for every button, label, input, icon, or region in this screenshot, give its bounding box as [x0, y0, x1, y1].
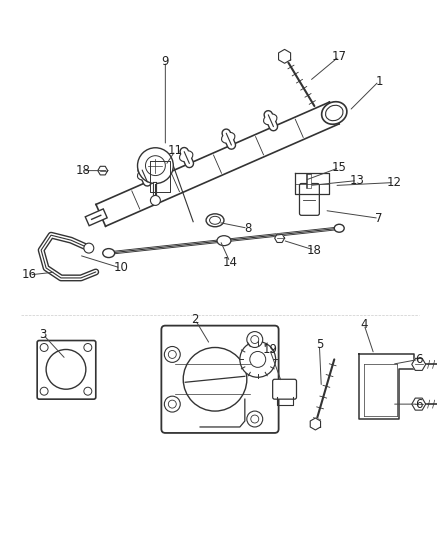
Text: 6: 6: [415, 353, 423, 366]
Ellipse shape: [321, 102, 347, 124]
Polygon shape: [412, 398, 426, 410]
Text: 19: 19: [262, 343, 277, 356]
Circle shape: [247, 411, 263, 427]
Circle shape: [145, 156, 165, 175]
Ellipse shape: [206, 214, 224, 227]
Text: 16: 16: [22, 269, 37, 281]
Text: 1: 1: [375, 75, 383, 88]
Text: 2: 2: [191, 313, 199, 326]
Text: 15: 15: [332, 161, 346, 174]
Ellipse shape: [217, 236, 231, 246]
Circle shape: [46, 350, 86, 389]
Circle shape: [40, 387, 48, 395]
Ellipse shape: [103, 248, 115, 257]
Circle shape: [251, 336, 259, 343]
FancyBboxPatch shape: [300, 183, 319, 215]
Circle shape: [251, 415, 259, 423]
Text: 13: 13: [350, 174, 364, 187]
Polygon shape: [275, 234, 285, 243]
Circle shape: [240, 342, 276, 377]
Ellipse shape: [325, 106, 343, 120]
Circle shape: [150, 196, 160, 205]
Circle shape: [250, 351, 266, 367]
Ellipse shape: [264, 114, 277, 125]
Text: 6: 6: [415, 398, 423, 410]
Circle shape: [168, 400, 176, 408]
Polygon shape: [98, 166, 108, 175]
Circle shape: [84, 387, 92, 395]
Text: 10: 10: [113, 262, 128, 274]
Text: 11: 11: [168, 144, 183, 157]
Text: 4: 4: [360, 318, 368, 331]
Text: 17: 17: [332, 50, 347, 63]
Ellipse shape: [180, 151, 193, 161]
Text: 12: 12: [386, 176, 401, 189]
FancyBboxPatch shape: [37, 341, 96, 399]
Polygon shape: [412, 358, 426, 370]
Text: 5: 5: [316, 338, 323, 351]
Polygon shape: [359, 354, 414, 419]
Circle shape: [164, 346, 180, 362]
Ellipse shape: [138, 169, 151, 180]
Polygon shape: [310, 418, 321, 430]
Circle shape: [164, 396, 180, 412]
Circle shape: [84, 243, 94, 253]
Text: 9: 9: [162, 55, 169, 68]
Ellipse shape: [209, 216, 220, 224]
Text: 18: 18: [307, 244, 322, 256]
Circle shape: [40, 343, 48, 351]
Ellipse shape: [222, 132, 235, 143]
FancyBboxPatch shape: [273, 379, 297, 399]
Circle shape: [247, 332, 263, 348]
Text: 7: 7: [375, 212, 383, 225]
Text: 18: 18: [75, 164, 90, 177]
Circle shape: [168, 351, 176, 358]
Circle shape: [183, 348, 247, 411]
Text: 3: 3: [39, 328, 47, 341]
Ellipse shape: [334, 224, 344, 232]
Text: 8: 8: [244, 222, 251, 235]
Circle shape: [138, 148, 173, 183]
Text: 14: 14: [223, 255, 237, 269]
Circle shape: [84, 343, 92, 351]
FancyBboxPatch shape: [161, 326, 279, 433]
Polygon shape: [279, 50, 290, 63]
